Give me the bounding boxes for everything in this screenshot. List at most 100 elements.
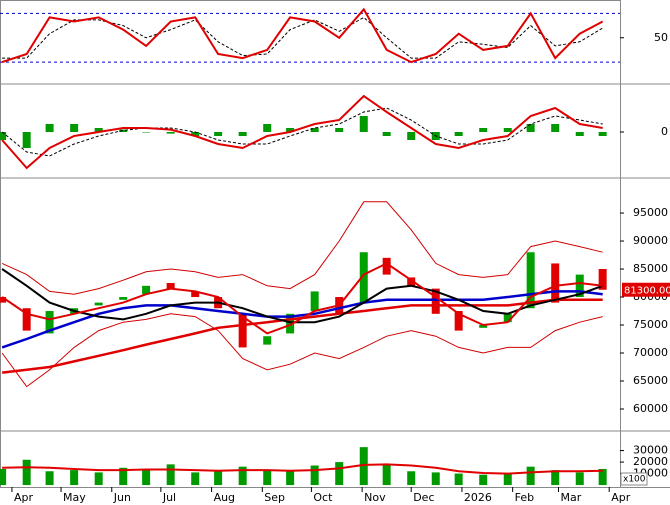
bar (191, 132, 200, 136)
bar (142, 470, 151, 486)
indicator-line (1, 313, 603, 388)
y-tick-label: 20000 (633, 455, 668, 468)
bar (214, 132, 223, 136)
y-tick-label: 95000 (633, 206, 668, 219)
candle-body (575, 274, 584, 298)
bar (45, 471, 54, 486)
bar (335, 462, 344, 486)
y-tick-label: 30000 (633, 444, 668, 457)
candle-body (142, 285, 151, 295)
bar (479, 128, 488, 132)
x-tick-label: Sep (264, 491, 285, 504)
y-tick-label: 50 (654, 31, 668, 44)
bar (598, 468, 607, 486)
candle-body (526, 252, 535, 309)
bar (22, 459, 31, 486)
candle-body (286, 313, 295, 334)
last-price-label: 81300.00 (624, 286, 670, 297)
bar (142, 132, 151, 133)
bar (238, 466, 247, 486)
candle-body (454, 311, 463, 331)
bar (382, 464, 391, 486)
bar (70, 124, 79, 132)
candle-body (94, 302, 103, 306)
bar (526, 124, 535, 132)
candle-body (503, 313, 512, 323)
y-tick-label: 75000 (633, 318, 668, 331)
bar (359, 116, 368, 132)
candle-body (22, 308, 31, 331)
candle-body (45, 311, 54, 334)
bar (575, 132, 584, 136)
candle-body (0, 297, 7, 303)
bar (310, 465, 319, 486)
bar (238, 132, 247, 136)
x-tick-label: Apr (611, 491, 631, 504)
bar (286, 128, 295, 132)
candle-body (431, 288, 440, 314)
candle-body (407, 277, 416, 286)
bar (94, 472, 103, 486)
indicator-line (1, 7, 604, 64)
bar (166, 132, 175, 134)
bar (22, 132, 31, 148)
bar (575, 472, 584, 486)
candle-body (551, 263, 560, 303)
last-price-box (622, 282, 670, 297)
bar (0, 468, 7, 486)
bar (598, 132, 607, 136)
x-tick-label: Nov (364, 491, 386, 504)
candle-body (479, 325, 488, 328)
bar (503, 128, 512, 132)
candle-body (382, 257, 391, 275)
x-tick-label: Mar (560, 491, 581, 504)
indicator-line (1, 298, 603, 374)
bar (0, 132, 7, 140)
x-tick-label: Feb (515, 491, 534, 504)
bar (286, 471, 295, 486)
candle-body (310, 291, 319, 312)
bar (479, 474, 488, 486)
bar (551, 124, 560, 132)
indicator-line (1, 201, 603, 295)
bar (45, 124, 54, 132)
candle-body (119, 297, 128, 300)
x-tick-label: Jun (113, 491, 131, 504)
candle-body (263, 336, 272, 345)
candle-body (191, 291, 200, 298)
bar (551, 470, 560, 486)
bar (119, 467, 128, 486)
bar (382, 132, 391, 136)
plot-frame (0, 0, 621, 488)
indicator-line (1, 290, 603, 349)
x-tick-label: 2026 (464, 491, 492, 504)
y-tick-label: 70000 (633, 346, 668, 359)
bar (70, 470, 79, 486)
bar (359, 447, 368, 486)
indicator-line (1, 94, 603, 170)
bar (407, 132, 416, 140)
bar (407, 471, 416, 486)
y-tick-label: 85000 (633, 262, 668, 275)
bar (263, 124, 272, 132)
bar (503, 473, 512, 486)
x-tick-label: May (63, 491, 86, 504)
indicator-line (1, 268, 604, 324)
candle-body (166, 283, 175, 289)
candle-body (598, 269, 607, 290)
bar (310, 128, 319, 132)
bar (454, 473, 463, 486)
bar (214, 471, 223, 486)
bar (431, 472, 440, 486)
x-tick-label: Aug (214, 491, 235, 504)
bar (166, 464, 175, 486)
x-tick-label: Oct (313, 491, 333, 504)
bar (526, 466, 535, 486)
x-tick-label: Apr (14, 491, 34, 504)
indicator-line (2, 16, 603, 59)
x-tick-label: Dec (413, 491, 434, 504)
y-tick-label: 0 (661, 125, 668, 138)
bar (454, 132, 463, 136)
bar (191, 472, 200, 486)
